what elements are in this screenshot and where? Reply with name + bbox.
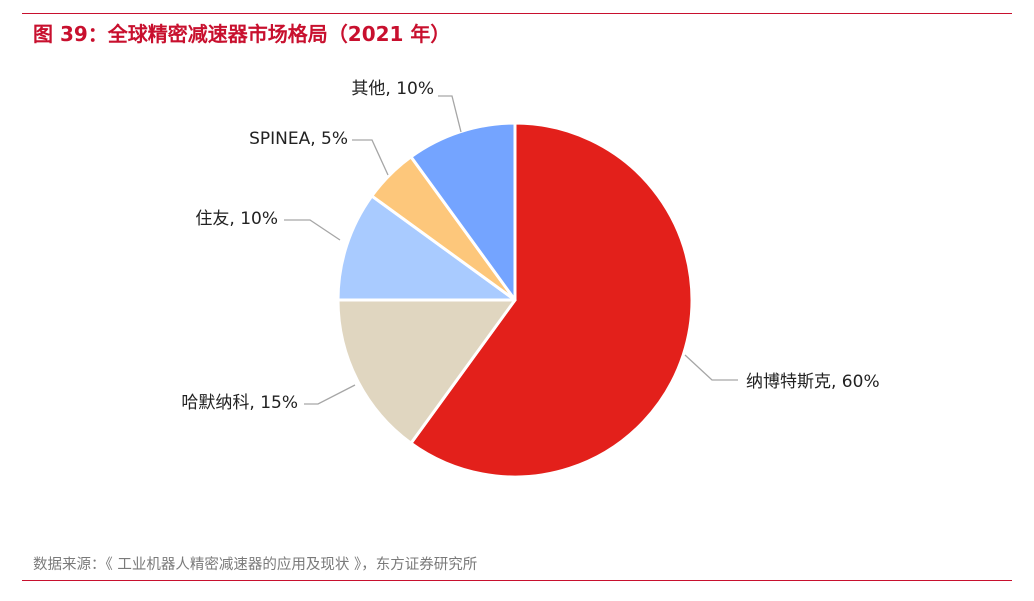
data-label-spinea: SPINEA, 5% <box>249 129 348 149</box>
data-label-哈默纳科: 哈默纳科, 15% <box>181 393 298 413</box>
figure-title: 图 39：全球精密减速器市场格局（2021 年） <box>33 22 451 46</box>
top-rule <box>22 13 1012 14</box>
bottom-rule <box>22 580 1012 581</box>
leader-line-住友 <box>284 219 341 241</box>
pie-slice-纳博特斯克 <box>409 121 694 479</box>
source-note: 数据来源：《 工业机器人精密减速器的应用及现状 》，东方证券研究所 <box>33 557 478 573</box>
data-label-其他: 其他, 10% <box>351 79 434 99</box>
data-label-住友: 住友, 10% <box>195 209 278 229</box>
data-label-纳博特斯克: 纳博特斯克, 60% <box>746 372 880 392</box>
leader-line-spinea <box>352 139 389 176</box>
leader-line-纳博特斯克 <box>684 354 738 381</box>
leader-line-其他 <box>438 95 462 133</box>
leader-line-哈默纳科 <box>304 384 356 405</box>
pie-slice-哈默纳科 <box>336 298 517 445</box>
pie-slice-住友 <box>336 194 517 302</box>
